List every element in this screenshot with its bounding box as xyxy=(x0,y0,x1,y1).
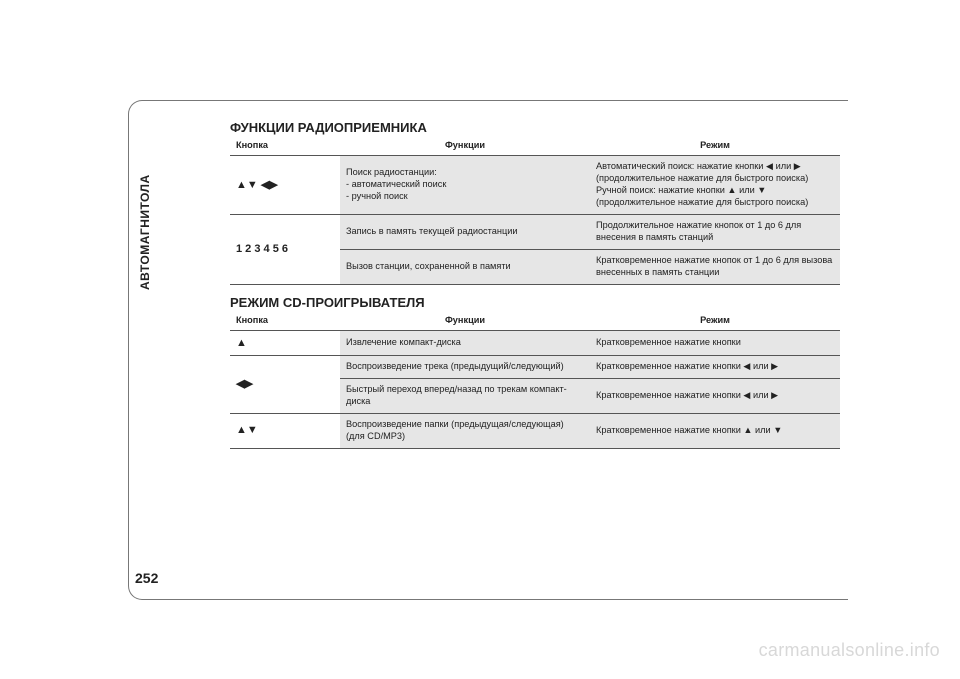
function-cell: Извлечение компакт-диска xyxy=(340,330,590,355)
function-cell: Запись в память текущей радиостанции xyxy=(340,214,590,249)
function-cell: Поиск радиостанции: - автоматический пои… xyxy=(340,155,590,214)
mode-cell: Кратковременное нажатие кнопки ◀ или ▶ xyxy=(590,355,840,378)
function-cell: Вызов станции, сохраненной в памяти xyxy=(340,249,590,284)
button-cell: ▲ xyxy=(230,330,340,355)
mode-cell: Кратковременное нажатие кнопки ▲ или ▼ xyxy=(590,413,840,448)
button-cell: 1 2 3 4 5 6 xyxy=(230,214,340,284)
col-header-button: Кнопка xyxy=(230,312,340,330)
section-title-radio: ФУНКЦИИ РАДИОПРИЕМНИКА xyxy=(230,120,840,135)
mode-cell: Автоматический поиск: нажатие кнопки ◀ и… xyxy=(590,155,840,214)
mode-cell: Продолжительное нажатие кнопок от 1 до 6… xyxy=(590,214,840,249)
sidebar-section-label: АВТОМАГНИТОЛА xyxy=(138,174,152,290)
col-header-mode: Режим xyxy=(590,137,840,155)
section-title-cd: РЕЖИМ CD-ПРОИГРЫВАТЕЛЯ xyxy=(230,295,840,310)
button-cell: ◀▶ xyxy=(230,355,340,413)
col-header-functions: Функции xyxy=(340,312,590,330)
watermark-text: carmanualsonline.info xyxy=(759,640,940,661)
function-cell: Воспроизведение трека (предыдущий/следую… xyxy=(340,355,590,378)
button-cell: ▲▼ ◀▶ xyxy=(230,155,340,214)
mode-cell: Кратковременное нажатие кнопок от 1 до 6… xyxy=(590,249,840,284)
col-header-mode: Режим xyxy=(590,312,840,330)
mode-cell: Кратковременное нажатие кнопки ◀ или ▶ xyxy=(590,378,840,413)
col-header-button: Кнопка xyxy=(230,137,340,155)
mode-cell: Кратковременное нажатие кнопки xyxy=(590,330,840,355)
radio-functions-table: Кнопка Функции Режим ▲▼ ◀▶ Поиск радиост… xyxy=(230,137,840,285)
cd-functions-table: Кнопка Функции Режим ▲ Извлечение компак… xyxy=(230,312,840,449)
button-cell: ▲▼ xyxy=(230,413,340,448)
page-number: 252 xyxy=(135,570,158,586)
function-cell: Воспроизведение папки (предыдущая/следую… xyxy=(340,413,590,448)
function-cell: Быстрый переход вперед/назад по трекам к… xyxy=(340,378,590,413)
col-header-functions: Функции xyxy=(340,137,590,155)
page-content: ФУНКЦИИ РАДИОПРИЕМНИКА Кнопка Функции Ре… xyxy=(230,110,840,449)
